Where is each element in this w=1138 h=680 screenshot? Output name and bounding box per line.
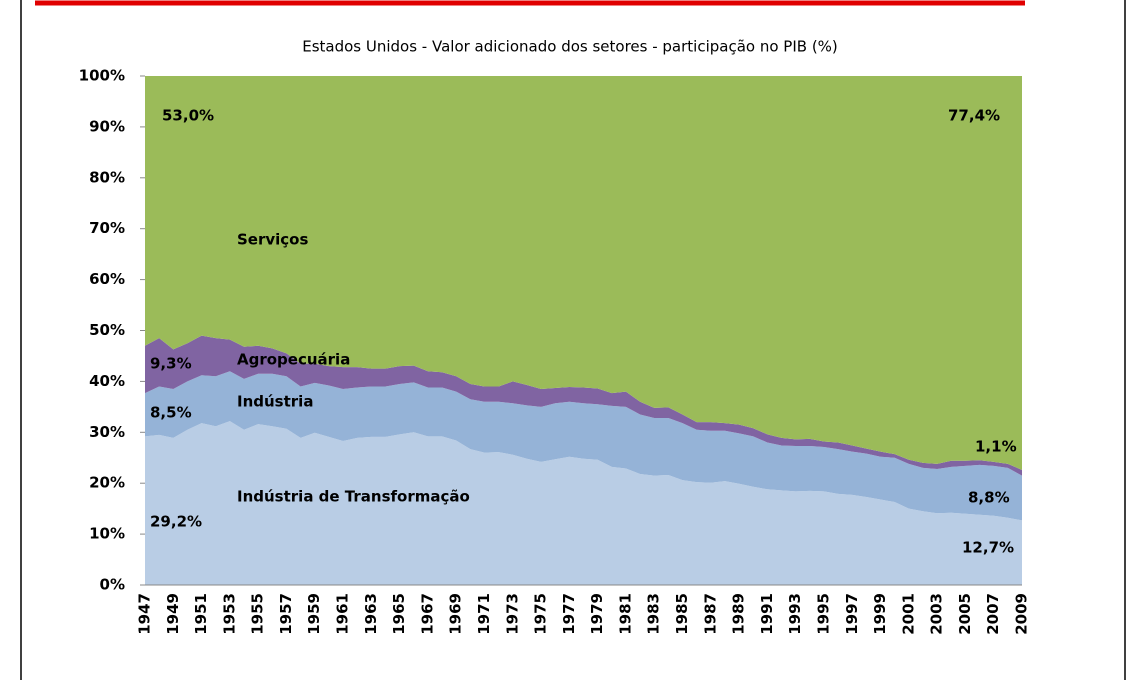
value-label: 12,7% xyxy=(962,539,1014,557)
series-label: Agropecuária xyxy=(237,351,350,369)
y-tick-label: 60% xyxy=(89,270,125,288)
x-tick-label: 2007 xyxy=(984,593,1002,635)
x-tick-label: 1993 xyxy=(786,593,804,635)
y-tick-label: 0% xyxy=(100,576,125,594)
x-tick-label: 1949 xyxy=(164,593,182,635)
x-tick-label: 1965 xyxy=(390,593,408,635)
x-tick-label: 2003 xyxy=(928,593,946,635)
x-tick-label: 1977 xyxy=(560,593,578,635)
x-tick-label: 2009 xyxy=(1013,593,1031,635)
x-tick-label: 1981 xyxy=(616,593,634,635)
x-tick-label: 1957 xyxy=(277,593,295,635)
x-tick-label: 1961 xyxy=(334,593,352,635)
y-tick-label: 30% xyxy=(89,423,125,441)
value-label: 29,2% xyxy=(150,513,202,531)
x-tick-label: 1989 xyxy=(730,593,748,635)
x-tick-label: 1969 xyxy=(447,593,465,635)
x-tick-label: 1979 xyxy=(588,593,606,635)
series-label: Indústria xyxy=(237,393,313,411)
value-label: 53,0% xyxy=(162,107,214,125)
x-tick-label: 1985 xyxy=(673,593,691,635)
y-tick-label: 10% xyxy=(89,525,125,543)
value-label: 77,4% xyxy=(948,107,1000,125)
x-tick-label: 1963 xyxy=(362,593,380,635)
x-tick-label: 2005 xyxy=(956,593,974,635)
y-tick-label: 90% xyxy=(89,117,125,135)
x-tick-label: 2001 xyxy=(899,593,917,635)
x-tick-label: 1955 xyxy=(249,593,267,635)
y-tick-label: 20% xyxy=(89,474,125,492)
x-tick-label: 1987 xyxy=(701,593,719,635)
x-tick-label: 1983 xyxy=(645,593,663,635)
x-tick-label: 1995 xyxy=(814,593,832,635)
x-tick-label: 1953 xyxy=(220,593,238,635)
x-tick-label: 1959 xyxy=(305,593,323,635)
y-tick-label: 80% xyxy=(89,168,125,186)
x-tick-label: 1999 xyxy=(871,593,889,635)
chart-title: Estados Unidos - Valor adicionado dos se… xyxy=(302,38,838,56)
x-tick-label: 1991 xyxy=(758,593,776,635)
value-label: 8,8% xyxy=(968,489,1010,507)
series-label: Serviços xyxy=(237,231,308,249)
area xyxy=(145,421,1022,585)
value-label: 9,3% xyxy=(150,355,192,373)
x-tick-label: 1967 xyxy=(418,593,436,635)
y-tick-label: 100% xyxy=(79,67,125,85)
series-label: Indústria de Transformação xyxy=(237,488,470,506)
y-tick-label: 40% xyxy=(89,372,125,390)
x-tick-label: 1971 xyxy=(475,593,493,635)
x-tick-label: 1997 xyxy=(843,593,861,635)
x-tick-label: 1947 xyxy=(136,593,154,635)
area xyxy=(145,335,1022,476)
x-tick-label: 1973 xyxy=(503,593,521,635)
x-tick-label: 1951 xyxy=(192,593,210,635)
y-tick-label: 50% xyxy=(89,321,125,339)
y-tick-label: 70% xyxy=(89,219,125,237)
area xyxy=(145,371,1022,521)
value-label: 8,5% xyxy=(150,404,192,422)
area xyxy=(145,76,1022,470)
value-label: 1,1% xyxy=(975,438,1017,456)
x-tick-label: 1975 xyxy=(532,593,550,635)
